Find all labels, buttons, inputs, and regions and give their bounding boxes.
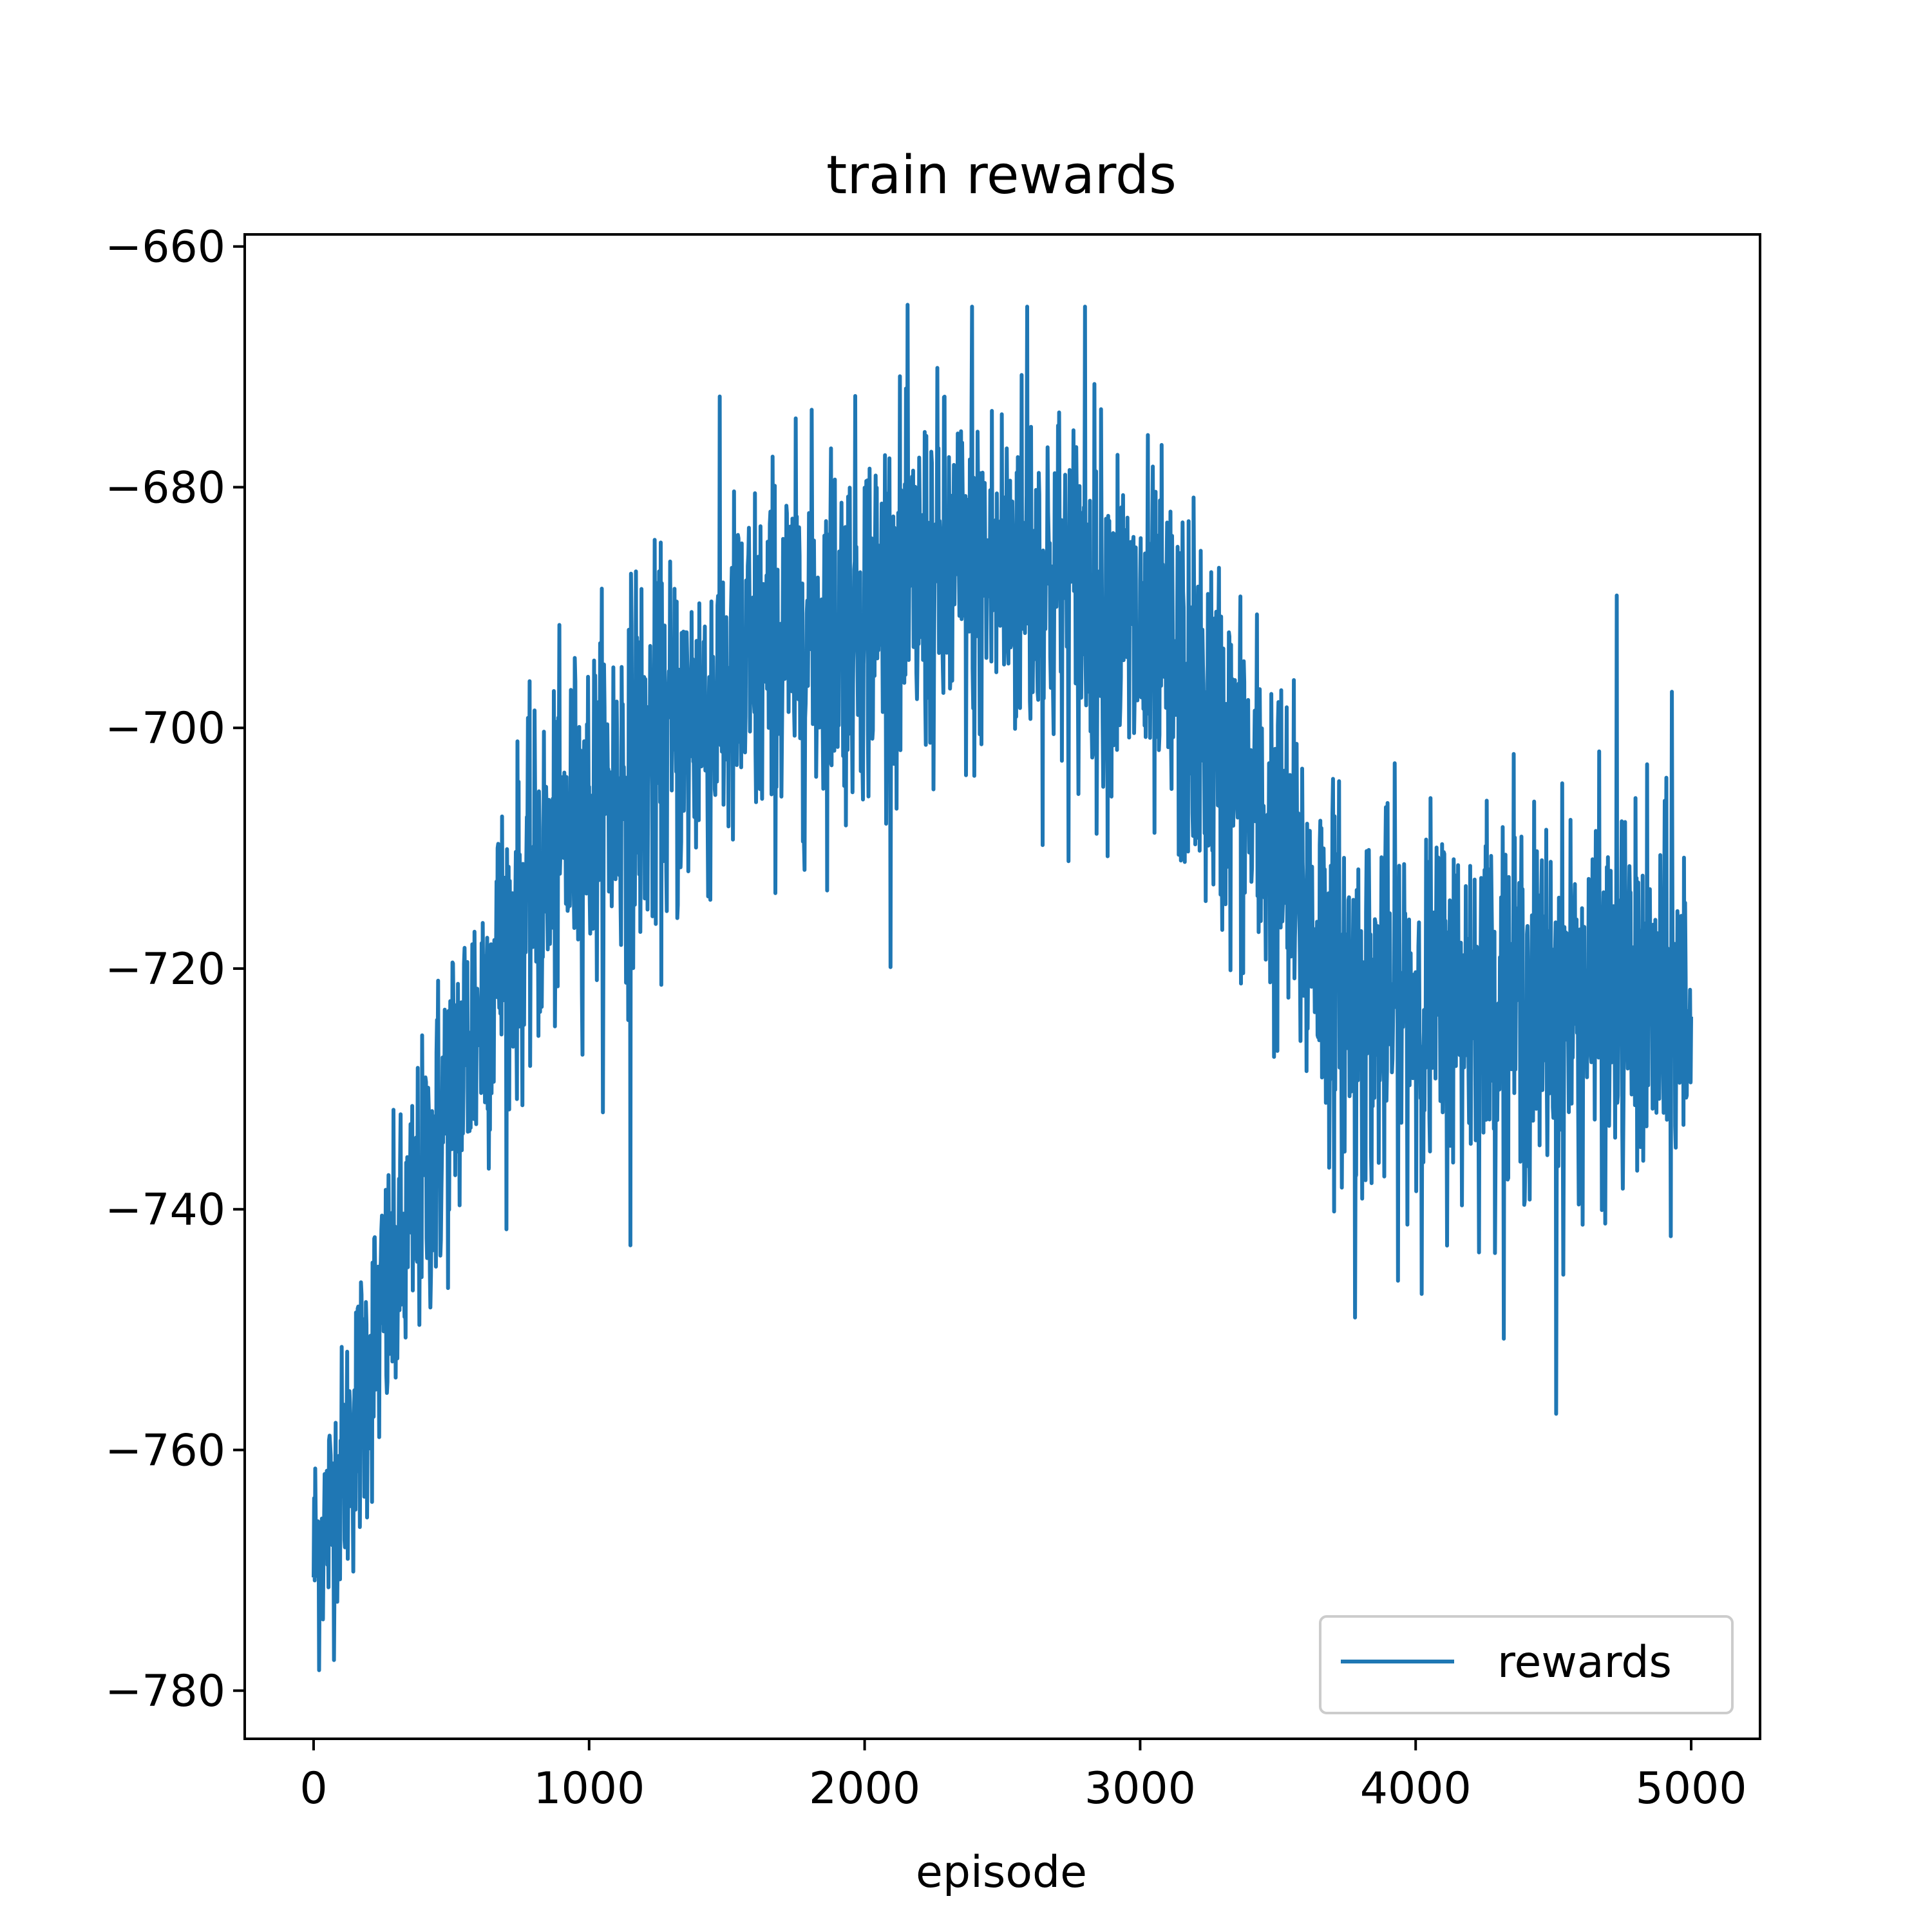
legend: rewards bbox=[1319, 1615, 1734, 1714]
chart-title: train rewards bbox=[826, 145, 1177, 206]
x-axis-label: episode bbox=[916, 1847, 1087, 1898]
x-tick-label: 2000 bbox=[809, 1763, 920, 1814]
series-line-rewards bbox=[312, 303, 1693, 1672]
y-tick-label: −760 bbox=[105, 1425, 225, 1476]
y-axis: −660 −680 −700 −720 −740 −760 −780 bbox=[105, 222, 245, 1717]
x-axis: 0 1000 2000 3000 4000 5000 bbox=[299, 1739, 1747, 1814]
plot-frame bbox=[243, 233, 1761, 1740]
x-tick-label: 4000 bbox=[1360, 1763, 1472, 1814]
y-tick-label: −680 bbox=[105, 462, 225, 513]
y-tick-label: −660 bbox=[105, 222, 225, 273]
x-tick-label: 1000 bbox=[533, 1763, 645, 1814]
y-tick-label: −780 bbox=[105, 1666, 225, 1717]
x-tick-label: 0 bbox=[299, 1763, 327, 1814]
y-tick-label: −700 bbox=[105, 703, 225, 754]
y-tick-label: −740 bbox=[105, 1185, 225, 1236]
legend-label-rewards: rewards bbox=[1497, 1637, 1672, 1688]
legend-box bbox=[1319, 1615, 1734, 1714]
x-tick-label: 5000 bbox=[1636, 1763, 1747, 1814]
y-tick-label: −720 bbox=[105, 944, 225, 995]
x-tick-label: 3000 bbox=[1084, 1763, 1196, 1814]
